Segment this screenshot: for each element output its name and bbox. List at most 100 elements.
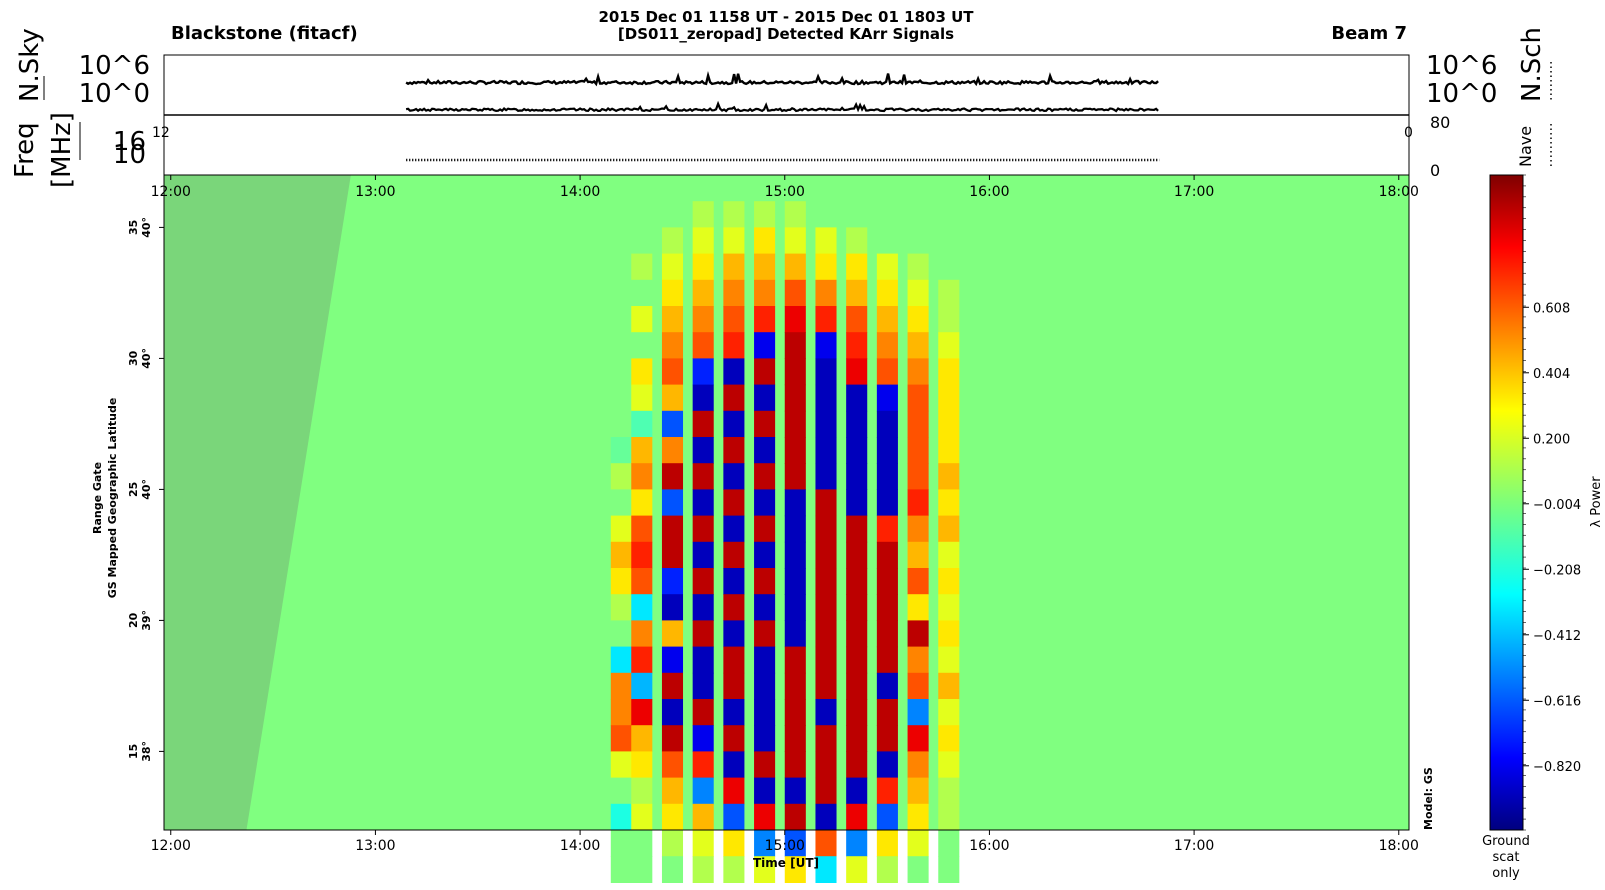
heatmap-cell	[846, 253, 868, 281]
heatmap-cell	[610, 672, 632, 700]
heatmap-cell	[610, 201, 632, 228]
heatmap-cell	[692, 463, 714, 490]
heatmap-cell	[754, 279, 776, 307]
heatmap-cell	[815, 777, 837, 805]
heatmap-cell	[938, 306, 960, 333]
heatmap-cell	[907, 410, 929, 438]
heatmap-cell	[846, 725, 868, 752]
heatmap-cell	[692, 358, 714, 386]
heatmap-cell	[938, 463, 960, 490]
x-tick-label-bottom: 13:00	[355, 838, 395, 854]
colorbar-tick-label: −0.208	[1533, 563, 1581, 578]
heatmap-cell	[846, 201, 868, 228]
heatmap-cell	[907, 777, 929, 805]
heatmap-cell	[610, 568, 632, 595]
heatmap-cell	[846, 751, 868, 779]
heatmap-cell	[907, 803, 929, 831]
heatmap-cell	[661, 201, 684, 228]
heatmap-cell	[610, 646, 632, 674]
noise-traces	[405, 71, 1159, 113]
heatmap-cell	[754, 594, 776, 621]
heatmap-cell	[876, 463, 898, 490]
heatmap-cell	[876, 620, 898, 648]
heatmap-cell	[876, 751, 898, 779]
heatmap-cell	[907, 751, 929, 779]
x-tick-label-top: 15:00	[765, 184, 805, 200]
heatmap-cell	[692, 699, 714, 726]
x-tick-label-top: 17:00	[1174, 184, 1214, 200]
x-tick-label-bottom: 12:00	[151, 838, 191, 854]
y-tick-label-gate: 35	[127, 220, 140, 235]
heatmap-cell	[754, 568, 776, 595]
x-tick-label-bottom: 14:00	[560, 838, 600, 854]
heatmap-cell	[631, 279, 653, 307]
heatmap-cell	[846, 803, 868, 831]
heatmap-cell	[631, 725, 653, 752]
heatmap-cell	[723, 358, 745, 386]
y-axis-label-range-gate: Range Gate	[91, 462, 104, 534]
heatmap-cell	[784, 463, 806, 490]
colorbar-tick-label: −0.616	[1533, 694, 1581, 709]
nave-label: Nave	[1516, 126, 1535, 167]
heatmap-cell	[631, 594, 653, 621]
heatmap-cell	[907, 306, 929, 333]
heatmap-cell	[846, 410, 868, 438]
heatmap-cell	[907, 332, 929, 359]
heatmap-cell	[938, 699, 960, 726]
heatmap-cell	[907, 646, 929, 674]
heatmap-cell	[876, 227, 898, 255]
heatmap-cell	[784, 410, 806, 438]
heatmap-cell	[723, 489, 745, 517]
heatmap-cell	[610, 803, 632, 831]
heatmap-cell	[938, 751, 960, 779]
heatmap-cell	[754, 830, 776, 857]
x-tick-label-bottom: 15:00	[765, 838, 805, 854]
heatmap-cell	[754, 541, 776, 569]
heatmap-cell	[938, 568, 960, 595]
heatmap-cell	[907, 253, 929, 281]
heatmap-cell	[907, 515, 929, 543]
heatmap-cell	[692, 568, 714, 595]
heatmap-cell	[938, 541, 960, 569]
heatmap-cell	[784, 332, 806, 359]
heatmap-cell	[692, 253, 714, 281]
heatmap-cell	[907, 830, 929, 857]
heatmap-cell	[610, 384, 632, 412]
heatmap-cell	[876, 515, 898, 543]
heatmap-cell	[692, 672, 714, 700]
heatmap-cell	[723, 437, 745, 464]
heatmap-cell	[815, 463, 837, 490]
nave-tick-high: 80	[1430, 113, 1450, 132]
y-tick-label-latitude: 40°	[140, 217, 153, 238]
heatmap-cell	[723, 306, 745, 333]
sky-noise-tick-low: 10^0	[79, 79, 150, 109]
sky-noise-line	[405, 71, 1159, 87]
colorbar-tick-label: 0.404	[1533, 367, 1570, 382]
heatmap-cell	[784, 672, 806, 700]
heatmap-cell	[661, 751, 684, 779]
heatmap-cell	[754, 803, 776, 831]
heatmap-cell	[754, 227, 776, 255]
heatmap-cell	[815, 201, 837, 228]
heatmap-cell	[610, 489, 632, 517]
search-noise-tick-low: 10^0	[1426, 79, 1497, 109]
heatmap-cell	[631, 358, 653, 386]
heatmap-cell	[876, 437, 898, 464]
heatmap-cell	[661, 253, 684, 281]
heatmap-cell	[754, 777, 776, 805]
heatmap-cell	[815, 279, 837, 307]
heatmap-cell	[784, 777, 806, 805]
heatmap-cell	[907, 672, 929, 700]
x-tick-label-top: 12:00	[151, 184, 191, 200]
heatmap-cell	[692, 332, 714, 359]
heatmap-cell	[631, 803, 653, 831]
heatmap-cell	[610, 751, 632, 779]
heatmap-cell	[846, 306, 868, 333]
heatmap-cell	[846, 568, 868, 595]
heatmap-cell	[784, 227, 806, 255]
heatmap-cell	[815, 646, 837, 674]
heatmap-cell	[938, 856, 960, 883]
y-tick-label-gate: 15	[127, 744, 140, 759]
ground-scat-label-line1: Ground	[1482, 834, 1530, 849]
heatmap-cell	[938, 279, 960, 307]
